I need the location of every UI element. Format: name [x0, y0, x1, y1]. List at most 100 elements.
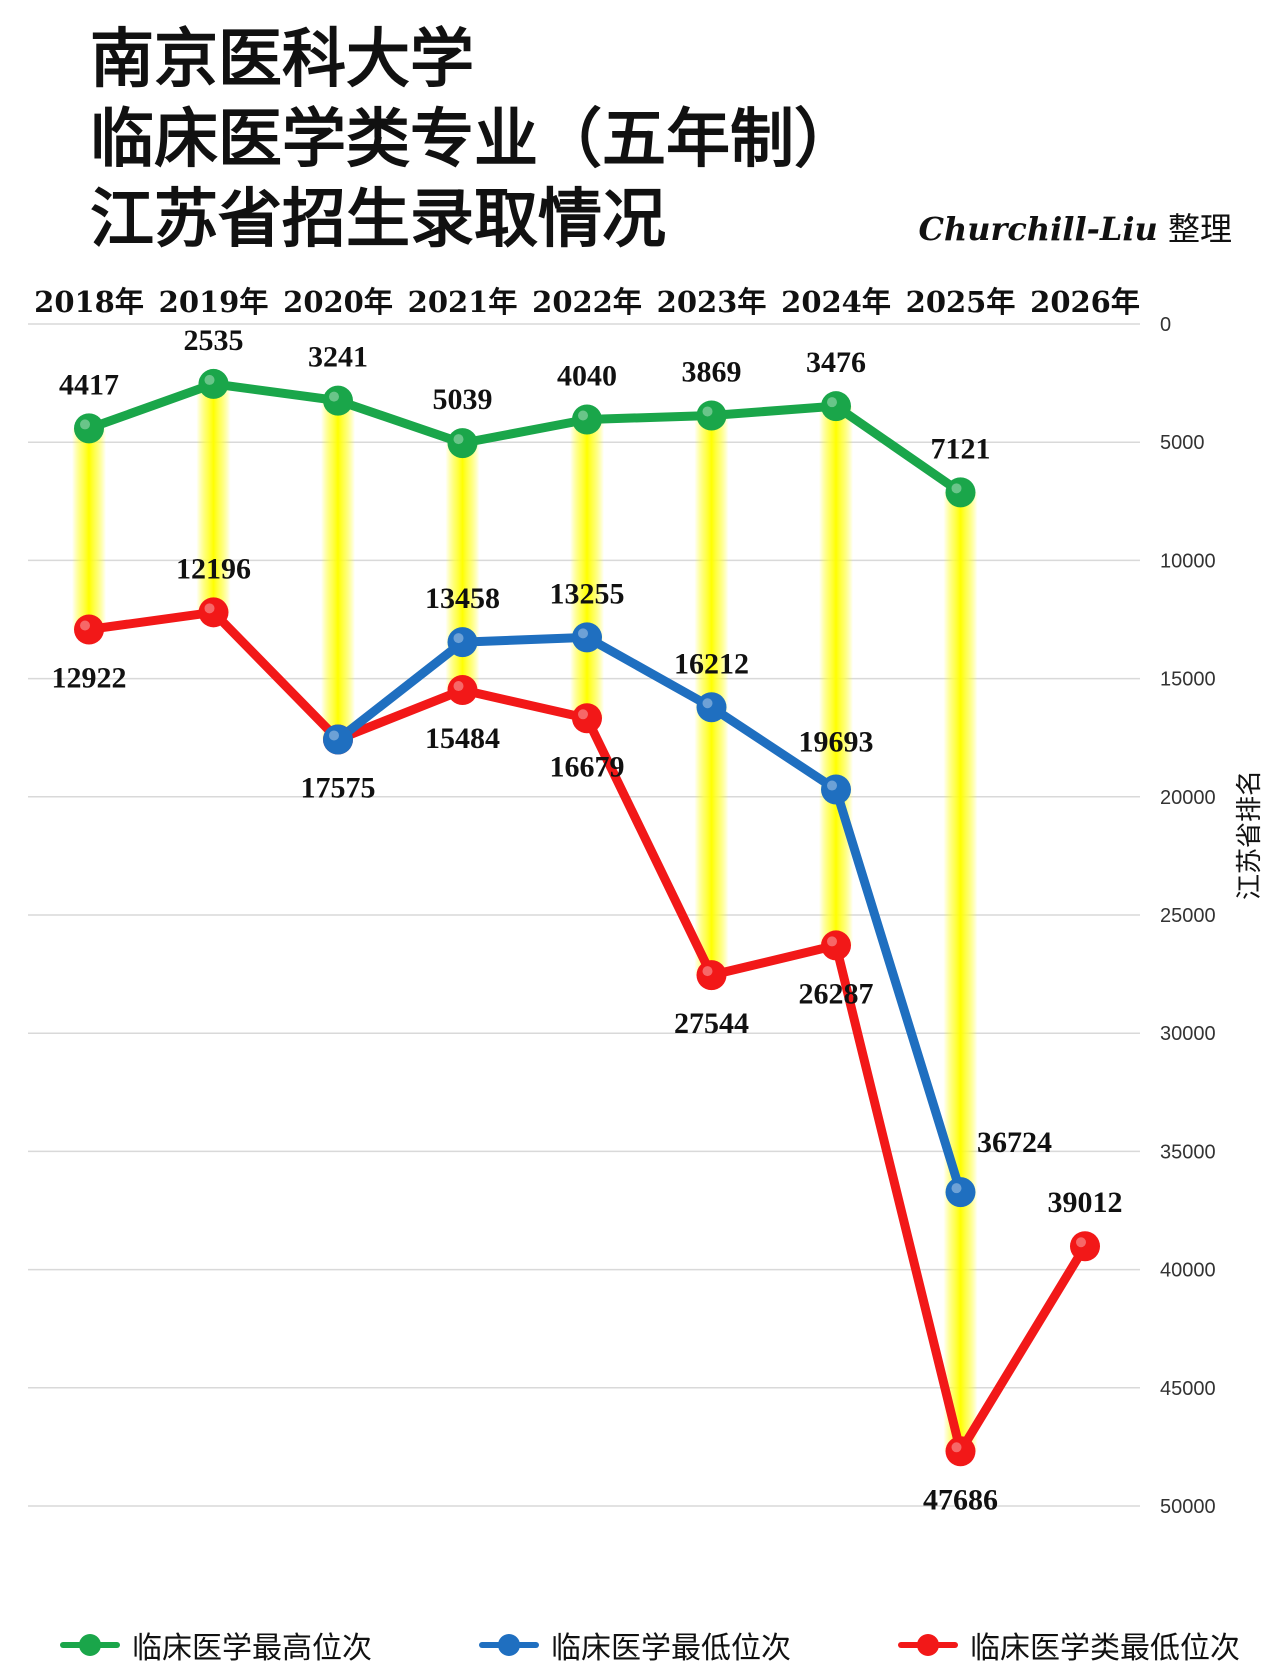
- y-tick-label: 45000: [1160, 1378, 1216, 1400]
- point-highlight: [951, 483, 962, 494]
- point-highest: [572, 404, 602, 435]
- point-lowest: [821, 774, 851, 805]
- data-label-class-lowest: 47686: [923, 1483, 998, 1516]
- point-highlight: [702, 698, 713, 709]
- data-label-class-lowest: 17575: [301, 771, 376, 804]
- y-tick-label: 0: [1160, 314, 1171, 336]
- data-label-highest: 3476: [806, 346, 866, 379]
- legend: 临床医学最高位次 临床医学最低位次 临床医学类最低位次: [60, 1622, 1240, 1668]
- title-line-3: 江苏省招生录取情况: [90, 183, 666, 257]
- data-label-class-lowest: 26287: [799, 977, 874, 1010]
- point-highest: [198, 368, 229, 399]
- point-highlight: [329, 391, 339, 402]
- point-highlight: [578, 628, 588, 639]
- point-class-lowest: [696, 960, 727, 991]
- year-connector-bar: [72, 428, 106, 630]
- point-highlight: [204, 374, 215, 385]
- y-tick-label: 50000: [1160, 1496, 1216, 1518]
- legend-label-highest: 临床医学最高位次: [132, 1631, 372, 1666]
- data-label-highest: 3241: [308, 341, 368, 374]
- rank-line-chart: 4417 2535 3241 5039 4040 3869 3476 7121 13458 132…: [28, 285, 1265, 1518]
- x-tick-label: 2021年: [408, 285, 518, 319]
- point-lowest: [323, 724, 353, 755]
- point-lowest: [945, 1177, 976, 1208]
- point-highlight: [204, 603, 215, 614]
- legend-swatch-blue: [479, 1633, 539, 1657]
- series-line-class-lowest: [84, 607, 1090, 1456]
- credit-suffix: 整理: [1167, 210, 1232, 248]
- point-highest: [323, 385, 353, 416]
- series-line-lowest: [333, 632, 965, 1197]
- point-highest: [74, 413, 104, 444]
- data-label-class-lowest: 27544: [674, 1007, 749, 1040]
- data-label-lowest: 13255: [550, 577, 625, 610]
- point-class-lowest: [572, 703, 602, 734]
- data-label-highest: 3869: [682, 355, 742, 388]
- point-highlight: [1076, 1237, 1086, 1248]
- legend-label-class-lowest: 临床医学类最低位次: [970, 1631, 1240, 1666]
- credit-signature: Churchill-Liu: [918, 210, 1158, 248]
- point-highest: [696, 400, 727, 431]
- point-class-lowest: [945, 1436, 976, 1467]
- point-highlight: [702, 406, 713, 417]
- point-class-lowest: [821, 930, 851, 961]
- data-label-class-lowest: 12922: [52, 661, 127, 694]
- x-tick-label: 2020年: [283, 285, 393, 319]
- data-label-lowest: 19693: [799, 726, 874, 759]
- data-label-class-lowest: 16679: [550, 750, 625, 783]
- y-tick-label: 30000: [1160, 1023, 1216, 1045]
- point-lowest: [572, 622, 602, 653]
- legend-item-class-lowest: 临床医学类最低位次: [898, 1623, 1240, 1667]
- data-label-class-lowest: 39012: [1048, 1186, 1123, 1219]
- title-line-1: 南京医科大学: [90, 23, 474, 97]
- y-tick-label: 15000: [1160, 669, 1216, 691]
- point-highlight: [951, 1442, 962, 1453]
- credit: Churchill-Liu 整理: [919, 204, 1232, 250]
- data-label-class-lowest: 12196: [176, 552, 251, 585]
- point-class-lowest: [1070, 1231, 1100, 1262]
- y-axis-title: 江苏省排名: [1235, 770, 1265, 900]
- y-tick-label: 35000: [1160, 1141, 1216, 1163]
- point-highlight: [80, 419, 90, 430]
- data-label-highest: 2535: [184, 324, 244, 357]
- x-tick-label: 2018年: [34, 285, 144, 319]
- data-label-lowest: 13458: [425, 582, 500, 615]
- y-tick-label: 10000: [1160, 550, 1216, 572]
- title-block: 南京医科大学 临床医学类专业（五年制） 江苏省招生录取情况: [90, 20, 858, 260]
- legend-swatch-red: [898, 1633, 958, 1657]
- point-highlight: [827, 780, 837, 791]
- x-tick-label: 2024年: [781, 285, 891, 319]
- year-connector-bar: [570, 419, 604, 719]
- point-highlight: [453, 681, 464, 692]
- y-tick-label: 40000: [1160, 1260, 1216, 1282]
- year-connector-bar: [196, 383, 231, 613]
- x-tick-label: 2025年: [906, 285, 1016, 319]
- point-highlight: [329, 730, 339, 741]
- point-highlight: [827, 936, 837, 947]
- legend-item-highest: 临床医学最高位次: [60, 1623, 372, 1667]
- legend-swatch-green: [60, 1633, 120, 1657]
- point-highlight: [702, 966, 713, 977]
- y-tick-label: 5000: [1160, 432, 1205, 454]
- data-label-highest: 4040: [557, 360, 617, 393]
- point-highlight: [951, 1183, 962, 1194]
- x-tick-label: 2019年: [159, 285, 269, 319]
- series-line-highest: [84, 379, 965, 497]
- point-highest: [821, 391, 851, 422]
- y-tick-label: 20000: [1160, 787, 1216, 809]
- year-connector-bar: [943, 492, 978, 1452]
- point-lowest: [447, 627, 478, 658]
- point-highlight: [80, 620, 90, 631]
- x-tick-label: 2026年: [1030, 285, 1140, 319]
- point-class-lowest: [74, 614, 104, 645]
- data-label-highest: 5039: [433, 383, 493, 416]
- year-connector-bar: [321, 400, 355, 740]
- data-label-lowest: 36724: [977, 1126, 1052, 1159]
- data-label-highest: 4417: [59, 368, 119, 401]
- point-highlight: [578, 709, 588, 720]
- x-tick-label: 2022年: [532, 285, 642, 319]
- point-highlight: [453, 434, 464, 445]
- data-label-highest: 7121: [931, 432, 991, 465]
- year-connector-bar: [819, 406, 853, 946]
- data-label-lowest: 16212: [674, 647, 749, 680]
